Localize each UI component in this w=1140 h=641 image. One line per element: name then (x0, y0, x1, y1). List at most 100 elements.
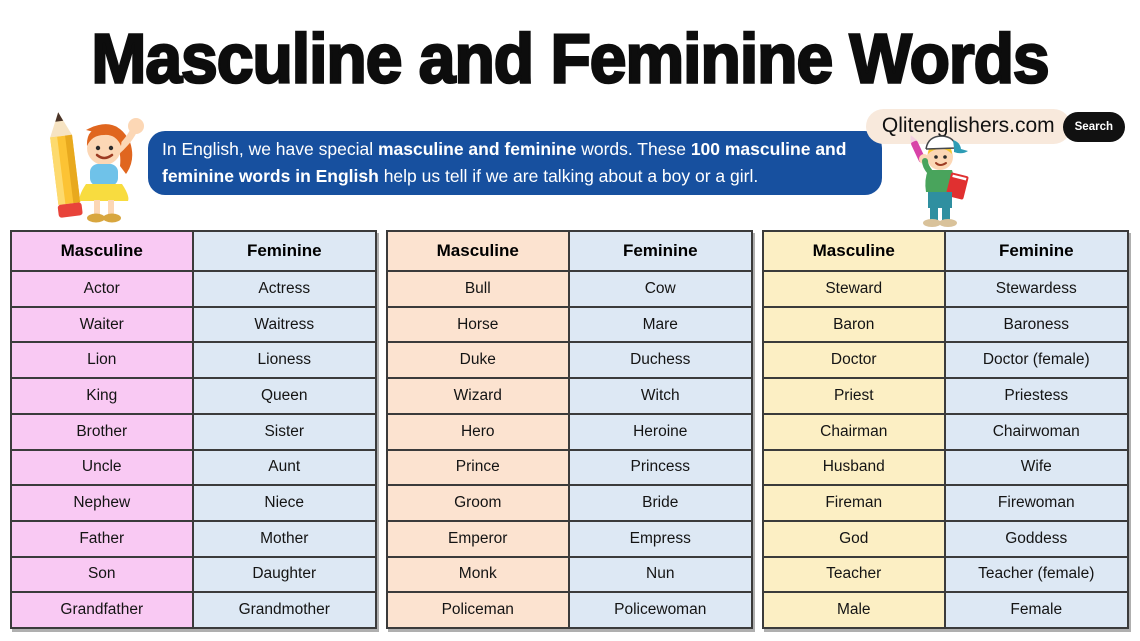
masculine-cell: Fireman (764, 486, 946, 520)
feminine-cell: Sister (193, 414, 375, 449)
table-row: Male Female (764, 591, 1127, 628)
table-row: Grandfather Grandmother (12, 591, 375, 628)
table-masculine-feminine-2: Masculine Feminine Bull Cow Horse Mare Duke D… (386, 230, 753, 629)
table-body: Bull Cow Horse Mare Duke Duchess Wizard Witch He… (388, 270, 751, 628)
masculine-cell: Son (12, 557, 194, 592)
feminine-cell: Nun (569, 557, 751, 592)
table-header: Masculine Feminine (12, 232, 375, 270)
masculine-header: Masculine (388, 232, 570, 270)
masculine-cell: Bull (388, 272, 570, 306)
word-tables: Masculine Feminine Actor Actress Waiter Wai… (10, 230, 1129, 629)
table-row: Nephew Niece (12, 484, 375, 520)
page-title: Masculine and Feminine Words (90, 18, 1051, 99)
table-row: Brother Sister (12, 412, 375, 449)
table-row: Chairman Chairwoman (764, 412, 1127, 449)
table-row: Prince Princess (388, 448, 751, 485)
site-name-link[interactable]: Qlitenglishers.com (865, 109, 1071, 144)
feminine-cell: Female (945, 593, 1127, 628)
masculine-cell: Priest (764, 379, 946, 413)
masculine-cell: Teacher (764, 557, 946, 592)
masculine-header: Masculine (764, 232, 946, 270)
table-header: Masculine Feminine (764, 232, 1127, 270)
masculine-cell: Hero (388, 414, 570, 449)
masculine-cell: Groom (388, 486, 570, 520)
table-row: Actor Actress (12, 270, 375, 306)
table-row: Baron Baroness (764, 305, 1127, 342)
feminine-cell: Aunt (193, 450, 375, 485)
search-button[interactable]: Search (1062, 111, 1125, 142)
masculine-cell: Horse (388, 307, 570, 342)
table-row: King Queen (12, 377, 375, 413)
table-row: Husband Wife (764, 448, 1127, 485)
feminine-header: Feminine (193, 232, 375, 270)
feminine-cell: Stewardess (945, 272, 1127, 306)
table-row: God Goddess (764, 519, 1127, 556)
masculine-cell: Uncle (12, 450, 194, 485)
feminine-cell: Firewoman (945, 486, 1127, 520)
site-bar: Qlitenglishers.com Search (865, 109, 1125, 144)
table-row: Priest Priestess (764, 377, 1127, 413)
feminine-cell: Goddess (945, 521, 1127, 556)
feminine-cell: Grandmother (193, 593, 375, 628)
feminine-cell: Chairwoman (945, 414, 1127, 449)
feminine-cell: Empress (569, 521, 751, 556)
table-body: Steward Stewardess Baron Baroness Doctor Doct… (764, 270, 1127, 628)
feminine-header: Feminine (569, 232, 751, 270)
feminine-cell: Doctor (female) (945, 343, 1127, 378)
feminine-cell: Mother (193, 521, 375, 556)
masculine-cell: Baron (764, 307, 946, 342)
feminine-cell: Lioness (193, 343, 375, 378)
masculine-cell: Emperor (388, 521, 570, 556)
table-header: Masculine Feminine (388, 232, 751, 270)
masculine-cell: Doctor (764, 343, 946, 378)
feminine-cell: Cow (569, 272, 751, 306)
table-row: Policeman Policewoman (388, 591, 751, 628)
feminine-cell: Wife (945, 450, 1127, 485)
feminine-cell: Princess (569, 450, 751, 485)
feminine-cell: Policewoman (569, 593, 751, 628)
table-row: Duke Duchess (388, 341, 751, 378)
masculine-cell: Waiter (12, 307, 194, 342)
table-row: Waiter Waitress (12, 305, 375, 342)
table-row: Steward Stewardess (764, 270, 1127, 306)
table-masculine-feminine-3: Masculine Feminine Steward Stewardess Baro… (762, 230, 1129, 629)
feminine-cell: Duchess (569, 343, 751, 378)
feminine-header: Feminine (945, 232, 1127, 270)
masculine-cell: Lion (12, 343, 194, 378)
table-row: Teacher Teacher (female) (764, 555, 1127, 592)
feminine-cell: Waitress (193, 307, 375, 342)
feminine-cell: Baroness (945, 307, 1127, 342)
table-masculine-feminine-1: Masculine Feminine Actor Actress Waiter Wai… (10, 230, 377, 629)
feminine-cell: Niece (193, 486, 375, 520)
table-row: Son Daughter (12, 555, 375, 592)
table-row: Monk Nun (388, 555, 751, 592)
feminine-cell: Actress (193, 272, 375, 306)
feminine-cell: Mare (569, 307, 751, 342)
boy-with-book-illustration (898, 132, 978, 233)
table-row: Horse Mare (388, 305, 751, 342)
masculine-cell: Duke (388, 343, 570, 378)
intro-text: In English, we have special masculine an… (162, 138, 847, 186)
feminine-cell: Daughter (193, 557, 375, 592)
masculine-cell: Male (764, 593, 946, 628)
table-row: Groom Bride (388, 484, 751, 520)
masculine-cell: Grandfather (12, 593, 194, 628)
table-row: Bull Cow (388, 270, 751, 306)
masculine-cell: Chairman (764, 414, 946, 449)
masculine-cell: Father (12, 521, 194, 556)
table-body: Actor Actress Waiter Waitress Lion Lioness Kin… (12, 270, 375, 628)
masculine-cell: King (12, 379, 194, 413)
table-row: Doctor Doctor (female) (764, 341, 1127, 378)
masculine-cell: Brother (12, 414, 194, 449)
masculine-cell: Actor (12, 272, 194, 306)
intro-banner: In English, we have special masculine an… (148, 131, 882, 195)
feminine-cell: Queen (193, 379, 375, 413)
masculine-cell: Policeman (388, 593, 570, 628)
girl-with-pencil-illustration (24, 108, 156, 231)
masculine-cell: God (764, 521, 946, 556)
masculine-cell: Prince (388, 450, 570, 485)
table-row: Wizard Witch (388, 377, 751, 413)
table-row: Emperor Empress (388, 519, 751, 556)
feminine-cell: Heroine (569, 414, 751, 449)
table-row: Lion Lioness (12, 341, 375, 378)
